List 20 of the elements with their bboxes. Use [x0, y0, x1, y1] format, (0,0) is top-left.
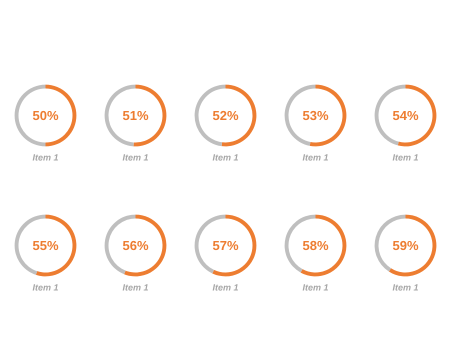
data-label: 53% [302, 108, 329, 123]
data-label: 52% [212, 108, 239, 123]
text: Item 1 [122, 152, 149, 162]
data-label: 58% [302, 238, 329, 253]
text: Item 1 [212, 152, 239, 162]
data-label: 51% [122, 108, 149, 123]
text: Item 1 [122, 282, 149, 292]
text: Item 1 [32, 282, 59, 292]
text: Item 1 [212, 282, 239, 292]
text: Item 1 [32, 152, 59, 162]
data-label: 59% [392, 238, 419, 253]
text: Item 1 [302, 152, 329, 162]
data-label: 56% [122, 238, 149, 253]
text: Item 1 [302, 282, 329, 292]
data-label: 55% [32, 238, 59, 253]
text: Item 1 [392, 152, 419, 162]
data-label: 50% [32, 108, 59, 123]
data-label: 54% [392, 108, 419, 123]
data-label: 57% [212, 238, 239, 253]
text: Item 1 [392, 282, 419, 292]
